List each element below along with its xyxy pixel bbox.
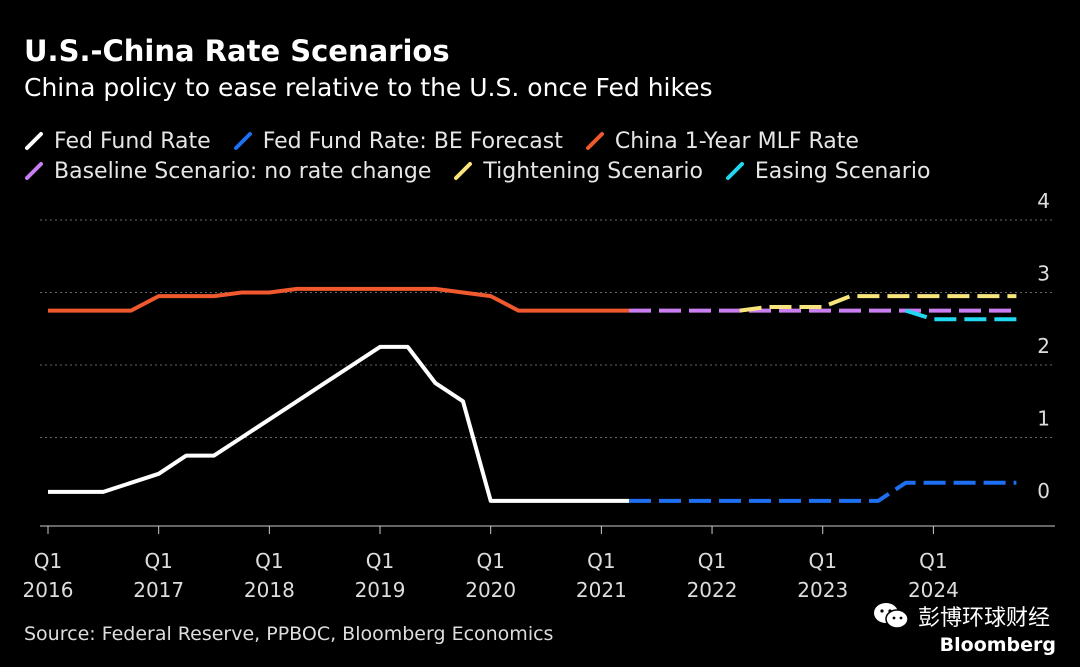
series-line-0: [48, 344, 629, 503]
x-tick-label-year: 2016: [23, 578, 74, 602]
x-tick-label-year: 2024: [908, 578, 959, 602]
x-tick-label-year: 2020: [465, 578, 516, 602]
x-tick-label-year: 2021: [576, 578, 627, 602]
x-tick-label-year: 2019: [355, 578, 406, 602]
x-tick-label-quarter: Q1: [698, 549, 726, 573]
series-line-1: [629, 480, 1017, 503]
x-tick-label-year: 2022: [687, 578, 738, 602]
x-tick-label-quarter: Q1: [144, 549, 172, 573]
legend-label: Baseline Scenario: no rate change: [54, 158, 432, 184]
x-tick-label-quarter: Q1: [366, 549, 394, 573]
brand-logo: Bloomberg: [939, 634, 1056, 656]
legend-swatch-fed-forecast: [233, 132, 252, 150]
legend-swatch-easing: [725, 162, 744, 180]
legend-label: China 1-Year MLF Rate: [614, 128, 859, 154]
legend-swatch-fed-fund-rate: [25, 132, 43, 150]
x-tick-label-year: 2023: [797, 578, 848, 602]
x-tick-label-quarter: Q1: [476, 549, 504, 573]
legend-label: Fed Fund Rate: BE Forecast: [262, 128, 563, 154]
wechat-icon: [873, 603, 909, 629]
x-tick-label-quarter: Q1: [255, 549, 283, 573]
x-tick-label-quarter: Q1: [587, 549, 615, 573]
x-tick-label-quarter: Q1: [919, 549, 947, 573]
y-tick-label: 0: [1037, 479, 1050, 503]
y-tick-label: 2: [1037, 334, 1050, 358]
watermark-text: 彭博环球财经: [917, 606, 1050, 631]
chart-legend: Fed Fund Rate Fed Fund Rate: BE Forecast…: [24, 126, 1064, 186]
x-tick-label-quarter: Q1: [808, 549, 836, 573]
series-line-2: [48, 286, 629, 313]
legend-swatch-tightening: [454, 162, 473, 180]
y-tick-label: 3: [1037, 262, 1050, 286]
chart-subtitle: China policy to ease relative to the U.S…: [24, 73, 713, 102]
chart-title: U.S.-China Rate Scenarios: [24, 34, 450, 68]
legend-item-fed-forecast: Fed Fund Rate: BE Forecast: [233, 129, 563, 154]
series-line-4: [739, 294, 1017, 313]
x-tick-label-quarter: Q1: [34, 549, 62, 573]
watermark: 彭博环球财经: [872, 600, 1050, 632]
legend-item-easing: Easing Scenario: [725, 158, 931, 184]
legend-item-china-mlf: China 1-Year MLF Rate: [585, 129, 859, 154]
legend-label: Tightening Scenario: [483, 158, 703, 184]
legend-swatch-baseline: [25, 162, 43, 180]
legend-label: Fed Fund Rate: [54, 128, 211, 154]
legend-item-fed-fund-rate: Fed Fund Rate: [24, 129, 211, 154]
legend-item-tightening: Tightening Scenario: [453, 159, 703, 184]
legend-row-2: Baseline Scenario: no rate change Tighte…: [24, 156, 1064, 186]
y-tick-label: 4: [1037, 189, 1050, 213]
x-tick-label-year: 2018: [244, 578, 295, 602]
legend-label: Easing Scenario: [754, 158, 931, 184]
legend-row-1: Fed Fund Rate Fed Fund Rate: BE Forecast…: [24, 126, 1064, 156]
series-line-5: [905, 308, 1017, 322]
source-note: Source: Federal Reserve, PPBOC, Bloomber…: [24, 623, 554, 645]
y-tick-label: 1: [1037, 407, 1050, 431]
legend-item-baseline: Baseline Scenario: no rate change: [24, 159, 431, 184]
legend-swatch-china-mlf: [585, 132, 604, 150]
x-tick-label-year: 2017: [133, 578, 184, 602]
